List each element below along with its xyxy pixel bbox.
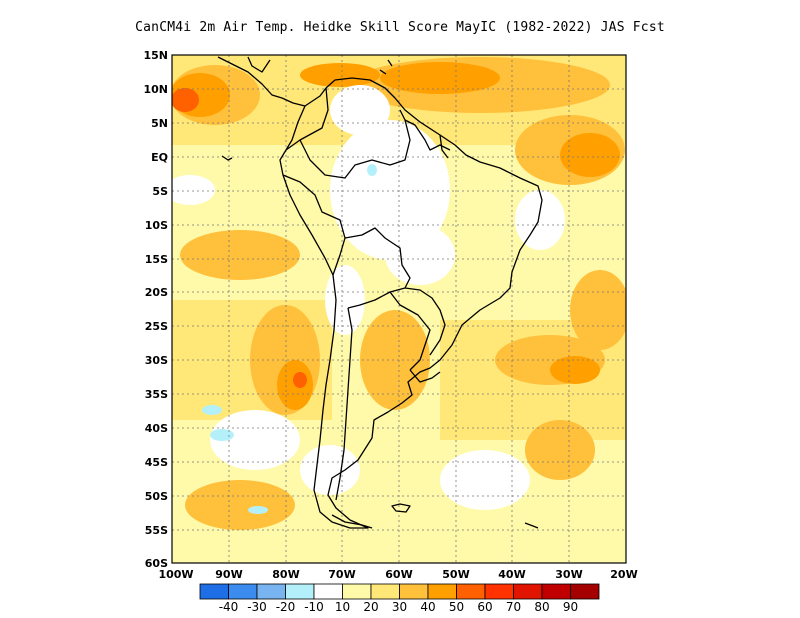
- colorbar-label: 30: [392, 600, 407, 614]
- lat-tick: 45S: [145, 456, 168, 469]
- lat-tick: 35S: [145, 388, 168, 401]
- colorbar-swatch: [513, 583, 543, 600]
- colorbar: -40 -30 -20 -10 10 20 30 40 50 60 70 80 …: [199, 583, 600, 614]
- colorbar-label: 50: [449, 600, 464, 614]
- lon-axis: 100W 90W 80W 70W 60W 50W 40W 30W 20W: [158, 568, 637, 581]
- colorbar-swatch: [228, 583, 258, 600]
- lon-tick: 40W: [498, 568, 525, 581]
- lat-tick: 10S: [145, 219, 168, 232]
- colorbar-swatch: [399, 583, 429, 600]
- colorbar-label: 20: [363, 600, 378, 614]
- lon-tick: 90W: [215, 568, 242, 581]
- lat-tick: 20S: [145, 286, 168, 299]
- lat-tick: 30S: [145, 354, 168, 367]
- graticule: [172, 55, 626, 563]
- colorbar-label: -10: [304, 600, 324, 614]
- lat-tick: 15N: [143, 49, 168, 62]
- lon-tick: 20W: [610, 568, 637, 581]
- lon-tick: 60W: [385, 568, 412, 581]
- lat-tick: 10N: [143, 83, 168, 96]
- colorbar-label: 40: [420, 600, 435, 614]
- colorbar-swatch: [313, 583, 343, 600]
- colorbar-swatch: [370, 583, 400, 600]
- colorbar-label: 90: [563, 600, 578, 614]
- lon-tick: 80W: [272, 568, 299, 581]
- lon-tick: 30W: [555, 568, 582, 581]
- colorbar-label: -40: [219, 600, 239, 614]
- lat-tick: 5N: [151, 117, 168, 130]
- colorbar-label: 10: [335, 600, 350, 614]
- colorbar-swatch: [456, 583, 486, 600]
- lat-tick: EQ: [151, 151, 168, 164]
- colorbar-swatch: [285, 583, 315, 600]
- colorbar-label: -20: [276, 600, 296, 614]
- plot-frame: [171, 54, 627, 564]
- colorbar-label: 70: [506, 600, 521, 614]
- colorbar-swatch: [570, 583, 600, 600]
- lon-tick: 70W: [328, 568, 355, 581]
- skill-field: [172, 55, 626, 563]
- lat-tick: 50S: [145, 490, 168, 503]
- colorbar-swatch: [256, 583, 286, 600]
- lat-tick: 55S: [145, 524, 168, 537]
- colorbar-swatch: [484, 583, 514, 600]
- map-title: CanCM4i 2m Air Temp. Heidke Skill Score …: [135, 20, 665, 35]
- coastlines: [217, 56, 543, 529]
- colorbar-swatch: [541, 583, 571, 600]
- lon-tick: 50W: [442, 568, 469, 581]
- lat-axis: 15N 10N 5N EQ 5S 10S 15S 20S 25S 30S 35S…: [143, 49, 168, 570]
- colorbar-label: -30: [247, 600, 267, 614]
- lat-tick: 40S: [145, 422, 168, 435]
- lat-tick: 60S: [145, 557, 168, 570]
- colorbar-swatch: [342, 583, 372, 600]
- lat-tick: 5S: [152, 185, 168, 198]
- colorbar-label: 80: [534, 600, 549, 614]
- lat-tick: 15S: [145, 253, 168, 266]
- colorbar-swatch: [199, 583, 229, 600]
- colorbar-label: 60: [477, 600, 492, 614]
- colorbar-swatch: [427, 583, 457, 600]
- lat-tick: 25S: [145, 320, 168, 333]
- lon-tick: 100W: [158, 568, 193, 581]
